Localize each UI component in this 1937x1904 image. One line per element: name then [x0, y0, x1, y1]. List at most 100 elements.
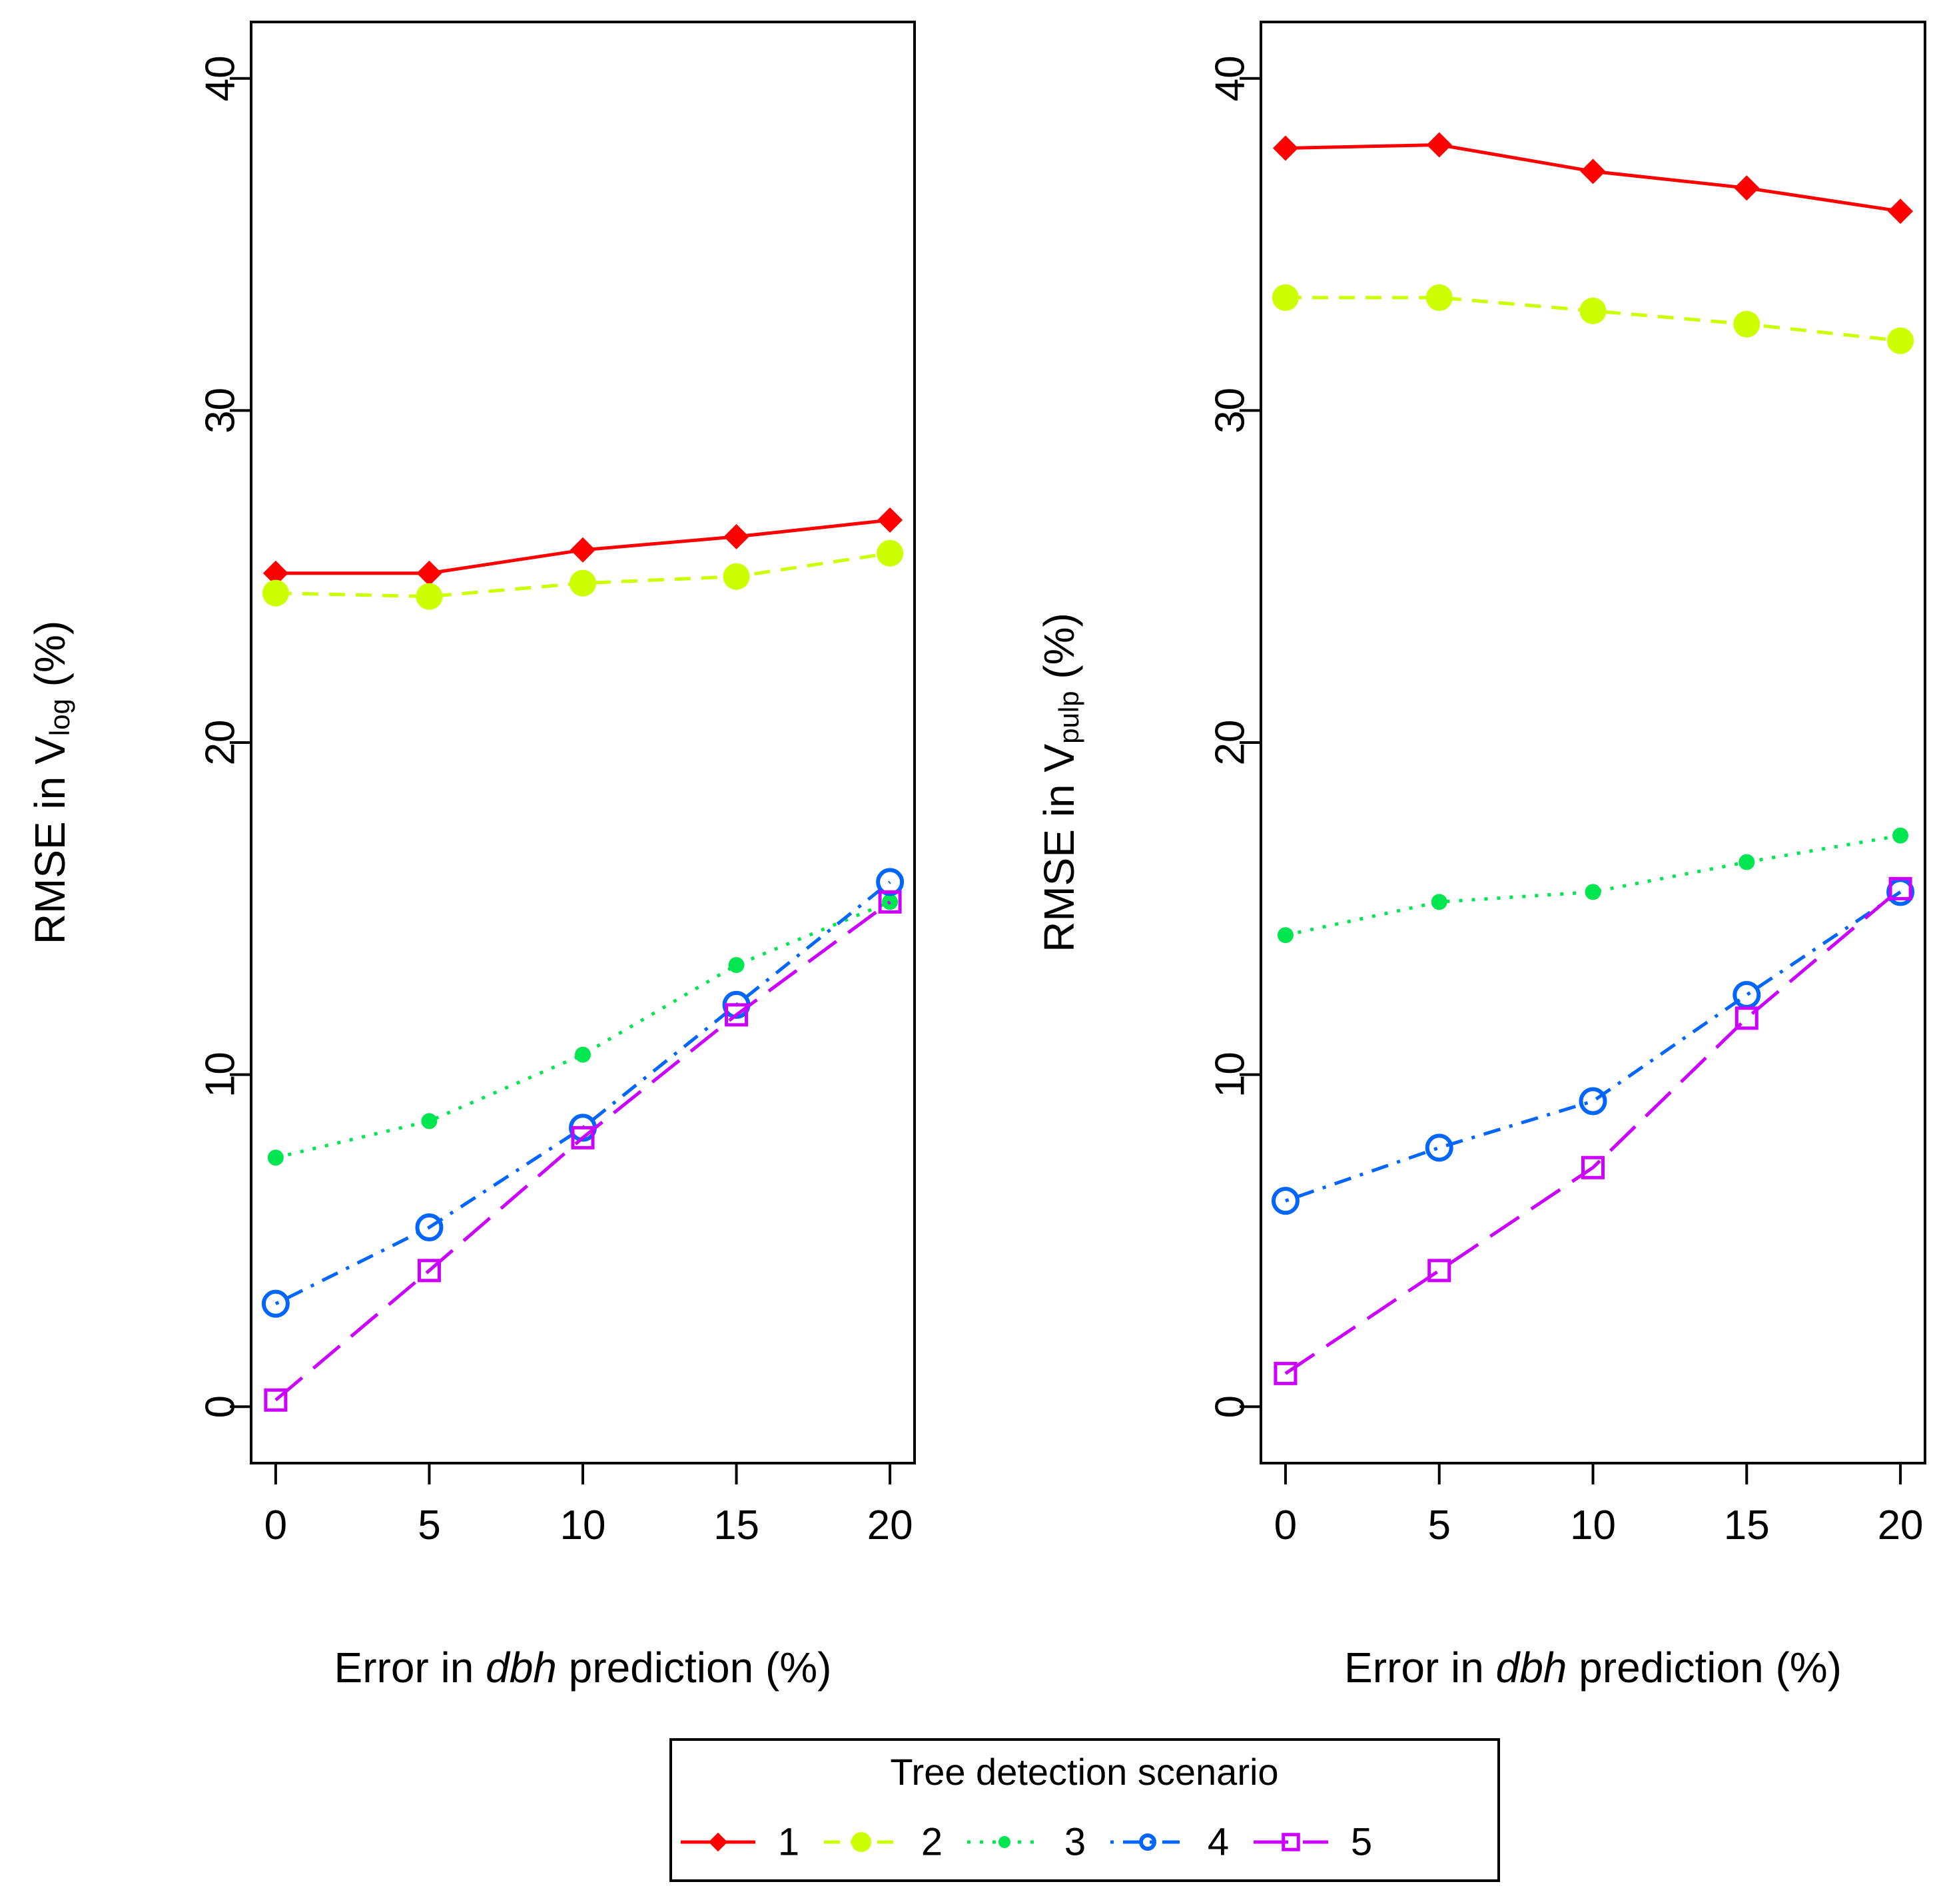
legend-label: 1 — [778, 1821, 799, 1864]
y-tick-label: 30 — [198, 388, 244, 434]
series-3-point — [1431, 894, 1447, 910]
y-tick-label: 20 — [1208, 720, 1254, 766]
series-5 — [264, 890, 902, 1412]
series-5-point — [725, 1003, 749, 1027]
series-3-point — [728, 957, 745, 974]
series-4-point — [1733, 980, 1761, 1009]
x-axis-title-part: prediction (%) — [557, 1644, 832, 1692]
left-panel: 0 10 20 30 40 0 5 10 15 20 Error in dbh prediction… — [26, 21, 916, 1692]
series-5-point — [1427, 1259, 1451, 1283]
series-1-point — [1888, 198, 1914, 224]
series-2-point — [877, 539, 904, 567]
series-3-line — [1285, 834, 1901, 937]
series-4-point — [261, 1289, 290, 1318]
series-4 — [1271, 878, 1915, 1215]
y-axis-title: RMSE in Vpulp (%) — [1035, 613, 1084, 952]
y-axis-title-part: (%) — [1035, 613, 1083, 691]
series-3-point — [421, 1113, 438, 1129]
series-1 — [262, 507, 903, 586]
legend-box — [669, 1738, 1500, 1882]
legend-item-1: 1 — [681, 1821, 799, 1864]
series-5-point — [878, 890, 902, 914]
plot-frame — [1260, 21, 1926, 1464]
y-tick-label: 0 — [1208, 1395, 1254, 1418]
series-4 — [261, 868, 905, 1318]
legend-label: 2 — [921, 1821, 943, 1864]
series-3 — [1277, 827, 1909, 944]
y-tick-label: 30 — [1208, 388, 1254, 434]
series-3-point — [267, 1149, 284, 1166]
series-3-point — [1277, 927, 1294, 944]
y-axis-title-part: pulp — [1053, 691, 1084, 743]
series-2-point — [262, 579, 289, 607]
y-axis-title-part: (%) — [26, 621, 74, 699]
legend: Tree detection scenario 1 2 3 4 5 — [669, 1738, 1500, 1882]
y-tick-label: 10 — [1208, 1052, 1254, 1098]
series-4-line — [1285, 890, 1902, 1203]
series-5 — [1274, 876, 1912, 1385]
series-1-point — [416, 560, 442, 586]
legend-item-4: 4 — [1110, 1821, 1229, 1864]
x-axis-title-part: dbh — [486, 1644, 557, 1692]
y-tick-label: 20 — [198, 720, 244, 766]
series-5-point — [1274, 1361, 1298, 1385]
y-tick-label: 10 — [198, 1052, 244, 1098]
series-4-point — [876, 868, 905, 896]
x-axis-title: Error in dbh prediction (%) — [334, 1644, 832, 1692]
x-axis-title-part: Error in — [1344, 1644, 1496, 1692]
right-panel: 0 10 20 30 40 0 5 10 15 20 Error in dbh prediction… — [1035, 21, 1926, 1692]
plot-frame — [250, 21, 916, 1464]
y-axis-title-part: RMSE in V — [26, 736, 74, 944]
series-5-point — [264, 1388, 288, 1412]
series-4-point — [1271, 1187, 1300, 1215]
series-3-point — [1892, 827, 1909, 844]
series-2-point — [1579, 297, 1607, 324]
y-tick-label: 40 — [198, 55, 244, 101]
series-2-point — [416, 583, 443, 610]
series-3-point — [575, 1046, 591, 1063]
x-tick-label: 10 — [560, 1502, 606, 1548]
series-3 — [267, 894, 899, 1166]
legend-marker — [998, 1836, 1010, 1848]
y-axis-title: RMSE in Vlog (%) — [26, 621, 75, 944]
series-3-point — [1739, 854, 1755, 870]
series-1-point — [723, 523, 749, 549]
legend-marker — [1282, 1833, 1300, 1851]
series-2-point — [1425, 284, 1453, 311]
series-1-point — [262, 560, 288, 586]
series-3-line — [275, 900, 891, 1159]
series-5-point — [1581, 1155, 1605, 1179]
series-5-point — [1888, 876, 1912, 900]
y-tick-label: 0 — [198, 1395, 244, 1418]
x-tick-label: 20 — [1878, 1502, 1924, 1548]
x-tick-label: 5 — [1427, 1502, 1450, 1548]
x-tick-label: 20 — [867, 1502, 913, 1548]
x-tick-label: 5 — [418, 1502, 440, 1548]
series-1-point — [1272, 135, 1298, 161]
legend-items: 1 2 3 4 5 — [681, 1821, 1372, 1864]
series-5-point — [571, 1125, 595, 1149]
series-1-point — [1426, 132, 1452, 158]
series-2-point — [570, 569, 596, 597]
series-5-point — [417, 1259, 441, 1283]
series-2-point — [1733, 310, 1760, 338]
x-tick-label: 15 — [1724, 1502, 1770, 1548]
legend-item-5: 5 — [1254, 1821, 1372, 1864]
legend-title: Tree detection scenario — [890, 1751, 1278, 1793]
x-tick-label: 10 — [1570, 1502, 1616, 1548]
x-axis-title-part: dbh — [1496, 1644, 1567, 1692]
legend-label: 3 — [1064, 1821, 1086, 1864]
series-4-point — [1425, 1133, 1453, 1162]
series-2-point — [1272, 284, 1299, 311]
series-1-point — [877, 507, 903, 533]
legend-marker — [1139, 1833, 1156, 1851]
series-4-point — [1579, 1087, 1607, 1115]
x-axis-title: Error in dbh prediction (%) — [1344, 1644, 1842, 1692]
y-tick-label: 40 — [1208, 55, 1254, 101]
legend-label: 4 — [1208, 1821, 1229, 1864]
series-1 — [1272, 132, 1914, 224]
series-1-point — [1580, 159, 1606, 184]
series-5-line — [274, 900, 891, 1402]
series-2-point — [1887, 327, 1914, 354]
